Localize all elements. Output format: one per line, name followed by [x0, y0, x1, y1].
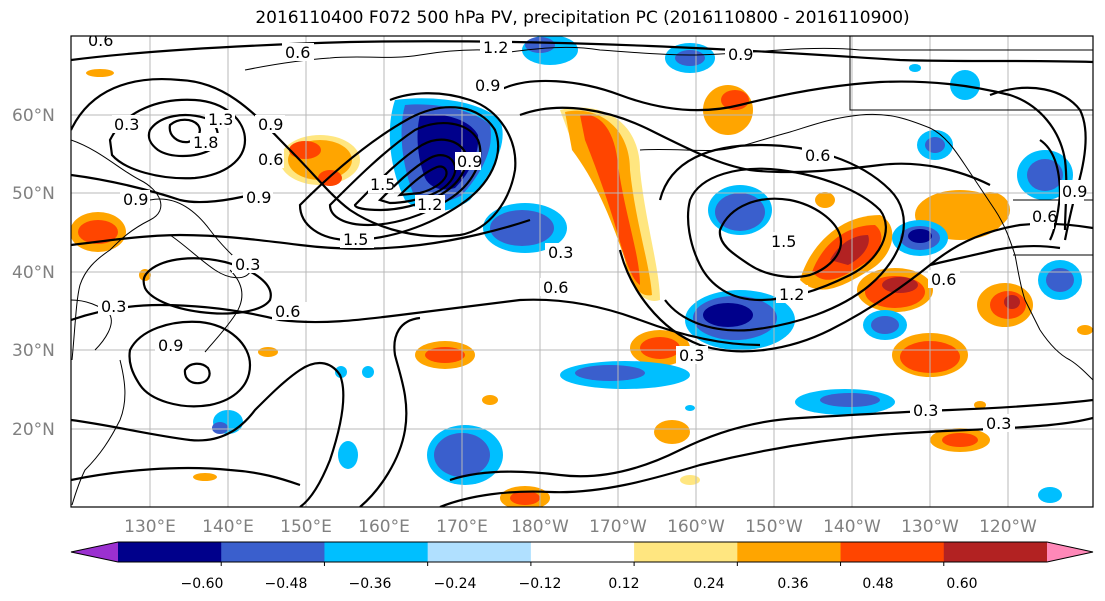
lat-label: 20°N [12, 420, 55, 440]
colorbar-segment [427, 542, 532, 562]
contour-label: 0.9 [457, 152, 482, 171]
lon-label: 130°W [901, 517, 959, 537]
lon-label: 170°E [436, 517, 488, 537]
contour-label: 0.6 [931, 270, 956, 289]
contour-label: 0.9 [475, 76, 500, 95]
contour-label: 0.6 [275, 302, 300, 321]
longitude-labels: 130°E 140°E 150°E 160°E 170°E 180°W 170°… [124, 517, 1037, 537]
contour-label: 1.5 [771, 232, 796, 251]
contour-label: 1.5 [370, 175, 395, 194]
contour-label: 0.9 [728, 45, 753, 64]
contour-label: 0.9 [1062, 182, 1087, 201]
colorbar-segment [840, 542, 945, 562]
colorbar-tick-label: −0.60 [181, 576, 224, 592]
contour-label: 1.3 [208, 110, 233, 129]
contour-label: 0.3 [114, 115, 139, 134]
contour-label: 0.3 [913, 401, 938, 420]
map-title: 2016110400 F072 500 hPa PV, precipitatio… [255, 8, 910, 28]
colorbar-tick-label: 0.12 [608, 576, 639, 592]
contour-label: 0.9 [258, 115, 283, 134]
colorbar-segment [737, 542, 842, 562]
lat-label: 40°N [12, 263, 55, 283]
lon-label: 120°W [979, 517, 1037, 537]
lon-label: 160°E [358, 517, 410, 537]
lon-label: 180°W [511, 517, 569, 537]
pv-contours [71, 40, 1093, 507]
colorbar-tick-label: −0.12 [519, 576, 562, 592]
lat-label: 50°N [12, 184, 55, 204]
lon-label: 150°W [745, 517, 803, 537]
colorbar-segment [221, 542, 325, 562]
colorbar-segment [324, 542, 429, 562]
contour-label: 0.3 [235, 255, 260, 274]
contour-labels: 0.6 0.6 1.2 0.9 0.9 0.6 1.8 1.3 0.9 0.9 … [85, 31, 1087, 433]
colorbar-tick-label: −0.48 [265, 576, 308, 592]
contour-label: 1.5 [343, 230, 368, 249]
lon-label: 140°E [202, 517, 254, 537]
lat-label: 60°N [12, 106, 55, 126]
contour-label: 0.9 [246, 188, 271, 207]
lon-label: 170°W [589, 517, 647, 537]
contour-label: 0.6 [543, 278, 568, 297]
colorbar-outline [70, 541, 1094, 563]
contour-label: 0.6 [285, 43, 310, 62]
colorbar-segment [530, 542, 635, 562]
lon-label: 160°W [667, 517, 725, 537]
contour-label: 0.6 [805, 146, 830, 165]
contour-label: 0.9 [158, 336, 183, 355]
contour-label: 0.6 [1032, 207, 1057, 226]
colorbar-segment [634, 542, 738, 562]
contour-label: 0.3 [101, 297, 126, 316]
contour-label: 0.6 [258, 150, 283, 169]
colorbar-tick-labels: −0.60 −0.48 −0.36 −0.24 −0.12 0.12 0.24 … [181, 576, 978, 592]
colorbar-tick-label: 0.24 [693, 576, 724, 592]
contour-label: 0.3 [986, 414, 1011, 433]
colorbar-tick-label: 0.48 [862, 576, 893, 592]
latitude-labels: 60°N 50°N 40°N 30°N 20°N [12, 106, 55, 440]
contour-label: 1.2 [417, 195, 442, 214]
contour-label: 0.3 [548, 243, 573, 262]
colorbar-tick-label: −0.36 [349, 576, 392, 592]
lon-label: 130°E [124, 517, 176, 537]
contour-label: 0.9 [123, 190, 148, 209]
lon-label: 150°E [280, 517, 332, 537]
colorbar-tick-label: 0.36 [777, 576, 808, 592]
colorbar-segment [943, 542, 1048, 562]
colorbar [70, 541, 1094, 566]
map-frame [70, 35, 1094, 508]
lat-label: 30°N [12, 341, 55, 361]
contour-label: 1.2 [483, 38, 508, 57]
colorbar-extend-high [1047, 542, 1093, 562]
contour-label: 0.3 [679, 346, 704, 365]
contour-label: 0.6 [88, 31, 113, 50]
precipitation-pc-shading [71, 36, 1093, 507]
contour-label: 1.8 [193, 133, 218, 152]
colorbar-extend-low [71, 542, 118, 562]
colorbar-tick-label: 0.60 [946, 576, 977, 592]
colorbar-tick-label: −0.24 [434, 576, 477, 592]
contour-label: 1.2 [779, 285, 804, 304]
lon-label: 140°W [823, 517, 881, 537]
colorbar-segment [118, 542, 222, 562]
